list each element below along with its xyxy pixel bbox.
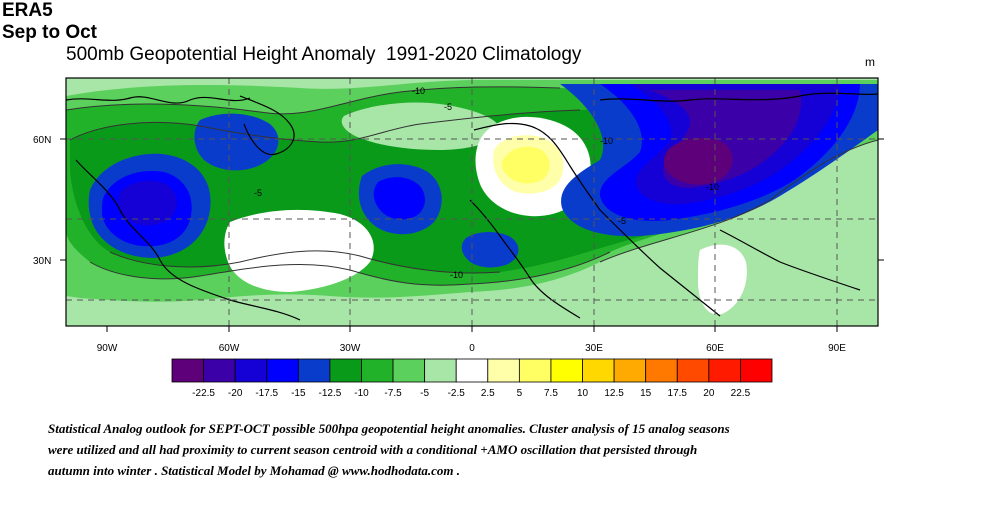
colorbar-label: -2.5 (448, 388, 466, 399)
band-minus-2-5-asia (798, 159, 878, 212)
colorbar-swatch (455, 358, 489, 383)
lon-label: 60W (219, 343, 240, 354)
colorbar-label: 20 (703, 388, 715, 399)
colorbar-swatch (487, 358, 520, 383)
lon-label: 30W (340, 343, 361, 354)
colorbar-label: -15 (291, 388, 306, 399)
contour-label: -5 (444, 102, 452, 112)
lon-label: 0 (469, 343, 475, 354)
band-minus-2-5-north-atlantic (341, 102, 500, 150)
colorbar-label: 5 (517, 388, 523, 399)
colorbar-swatch (234, 358, 268, 383)
colorbar-label: -20 (228, 388, 243, 399)
colorbar-swatch (297, 358, 331, 383)
contour-label: -5 (618, 216, 626, 226)
colorbar-swatch (203, 358, 236, 383)
unit-label: m (865, 55, 875, 69)
contour-label: -5 (254, 188, 262, 198)
axis-ticks (60, 138, 884, 332)
contour-label: -10 (450, 270, 463, 280)
colorbar-label: 12.5 (604, 388, 624, 399)
colorbar-label: -22.5 (192, 388, 215, 399)
low-greenland (194, 113, 279, 171)
anomaly-map: -10 -5 -10 -5 -10 -5 -10 60N 30N 90W 60W… (33, 77, 884, 399)
contour-field: -10 -5 -10 -5 -10 -5 -10 (66, 78, 878, 326)
colorbar-label: 17.5 (668, 388, 688, 399)
colorbar-swatch (645, 358, 678, 383)
coastlines (66, 92, 878, 321)
lat-label: 60N (33, 135, 51, 146)
colorbar-label: 7.5 (544, 388, 558, 399)
period-label: Sep to Oct (2, 22, 98, 43)
colorbar-label: 10 (577, 388, 589, 399)
colorbar-swatch (613, 358, 647, 383)
colorbar-swatch (708, 358, 741, 383)
colorbar-swatch (171, 358, 204, 383)
positive-anomaly-arabia (698, 244, 747, 315)
graticule (66, 78, 878, 326)
colorbar-label: -5 (420, 388, 429, 399)
dataset-label: ERA5 (2, 0, 53, 21)
lon-label: 90E (828, 343, 846, 354)
colorbar-label: -10 (354, 388, 369, 399)
lon-label: 60E (706, 343, 724, 354)
colorbar-label: 15 (640, 388, 652, 399)
colorbar-swatch (550, 358, 583, 383)
colorbar-swatch (361, 358, 394, 383)
caption-line: were utilized and all had proximity to c… (48, 442, 698, 457)
colorbar-label: 22.5 (731, 388, 751, 399)
caption-line: Statistical Analog outlook for SEPT-OCT … (48, 421, 730, 436)
low-north-america-17-5 (118, 180, 177, 226)
lon-label: 90W (97, 343, 118, 354)
caption-line: autumn into winter . Statistical Model b… (48, 463, 460, 478)
low-mid-atlantic-15 (373, 177, 425, 220)
positive-anomaly-atlantic (224, 209, 374, 292)
colorbar-swatch (676, 358, 710, 383)
colorbar-swatch (329, 358, 362, 383)
contour-label: -10 (412, 86, 425, 96)
colorbar-swatch (518, 358, 552, 383)
contour-label: -10 (706, 182, 719, 192)
colorbar-label: -7.5 (384, 388, 402, 399)
map-title: 500mb Geopotential Height Anomaly 1991-2… (66, 44, 582, 65)
colorbar-swatch (740, 358, 773, 383)
colorbar: -22.5 -20 -17.5 -15 -12.5 -10 -7.5 -5 -2.5 2.5 5 7.… (171, 358, 773, 399)
caption: Statistical Analog outlook for SEPT-OCT … (48, 418, 948, 481)
lon-label: 30E (585, 343, 603, 354)
contour-label-group: -10 -5 -10 -5 -10 -5 -10 (254, 86, 719, 280)
colorbar-swatch (582, 358, 615, 383)
colorbar-swatch (266, 358, 299, 383)
colorbar-label: -12.5 (318, 388, 341, 399)
colorbar-swatch (424, 358, 457, 383)
contour-label: -10 (600, 136, 613, 146)
colorbar-label: -17.5 (255, 388, 278, 399)
colorbar-swatch (392, 358, 426, 383)
lat-label: 30N (33, 256, 51, 267)
colorbar-label: 2.5 (481, 388, 495, 399)
ridge-europe-5 (501, 146, 550, 184)
